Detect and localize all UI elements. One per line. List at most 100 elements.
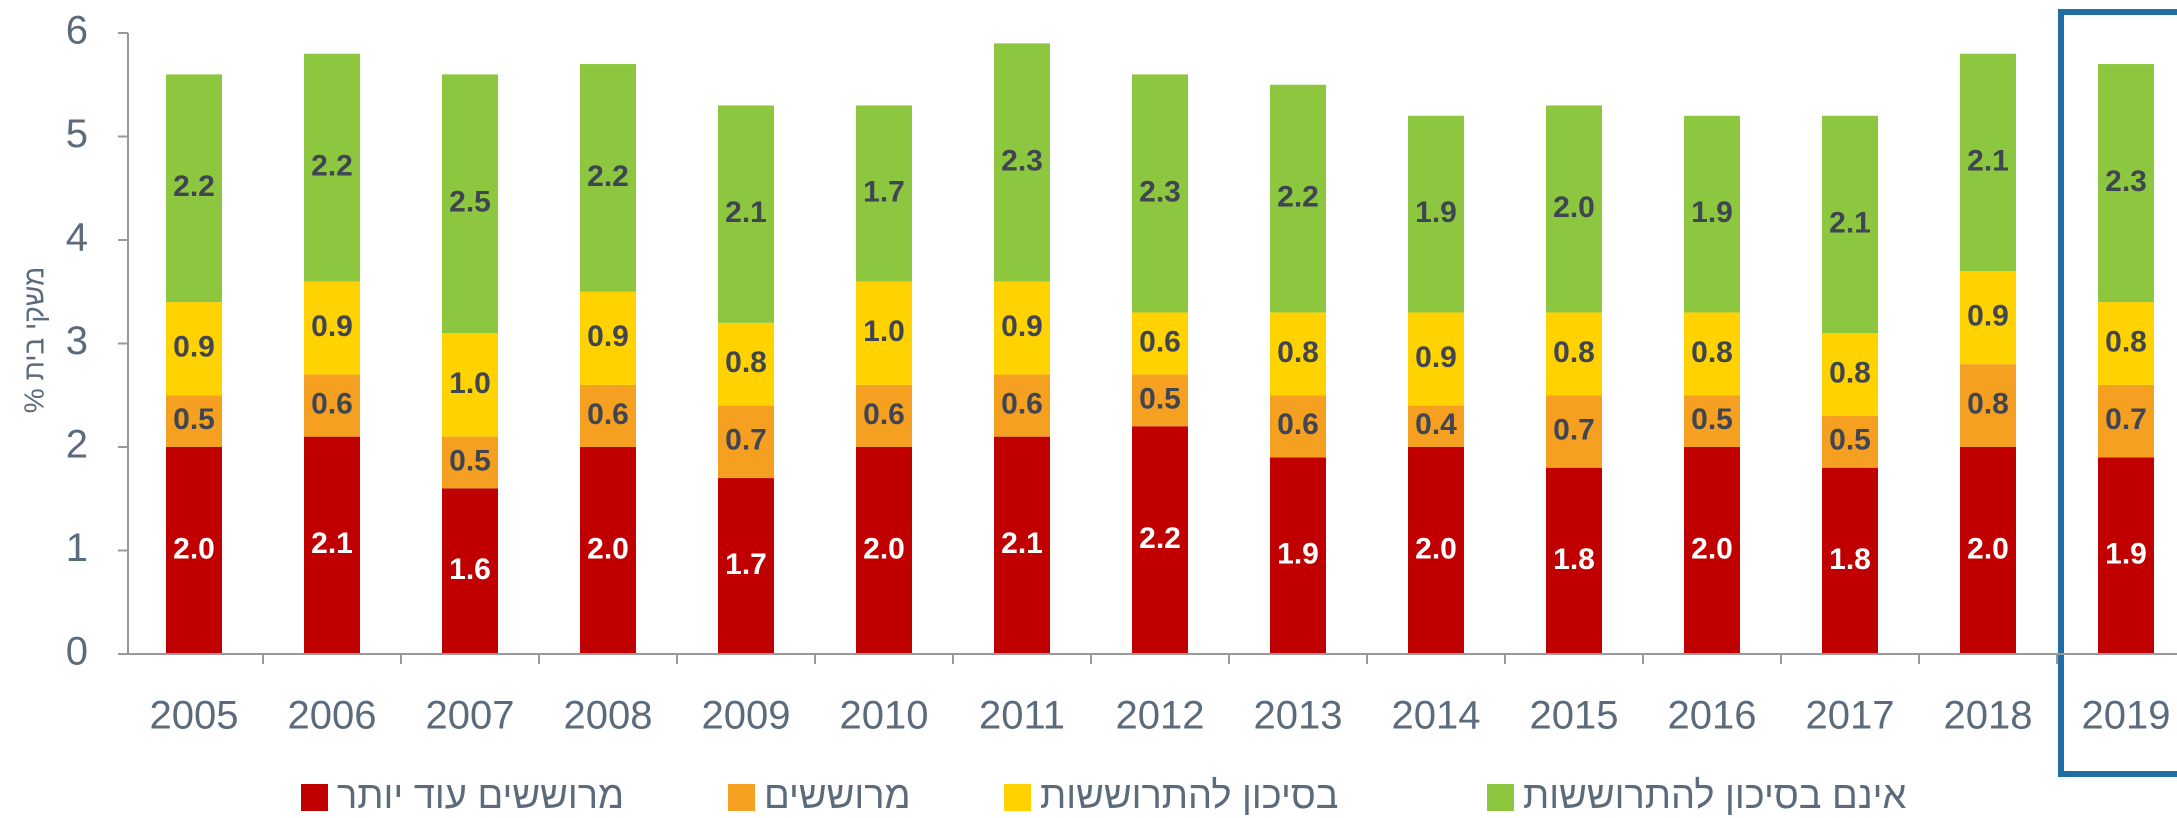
bar-segment — [718, 322, 774, 406]
bar-segment — [1546, 105, 1602, 313]
bar-segment — [1546, 395, 1602, 468]
bar-segment — [1270, 84, 1326, 313]
x-tick-label: 2010 — [840, 694, 929, 738]
x-tick-label: 2008 — [564, 694, 653, 738]
bar-segment — [580, 64, 636, 292]
value-label: 0.9 — [1415, 341, 1457, 374]
x-tick-label: 2011 — [979, 694, 1065, 738]
x-tick-label: 2015 — [1530, 694, 1619, 738]
value-label: 1.0 — [863, 315, 905, 348]
value-label: 1.7 — [863, 175, 905, 208]
value-label: 0.9 — [587, 320, 629, 353]
bar-segment — [1822, 467, 1878, 654]
value-label: 0.9 — [1001, 310, 1043, 343]
value-label: 2.0 — [1415, 532, 1457, 565]
bar-segment — [994, 374, 1050, 437]
x-tick-label: 2017 — [1806, 694, 1895, 738]
value-label: 0.9 — [173, 331, 215, 364]
bar-segment — [166, 447, 222, 654]
value-label: 0.8 — [1553, 336, 1595, 369]
value-label: 2.2 — [587, 160, 629, 193]
bar-segment — [304, 281, 360, 375]
bar-segment — [1684, 115, 1740, 313]
x-tick-label: 2014 — [1392, 694, 1481, 738]
bar-segment — [304, 374, 360, 437]
bar-segment — [1132, 74, 1188, 313]
value-label: 0.5 — [1139, 382, 1181, 415]
y-tick-label: 2 — [66, 423, 88, 467]
bar-segment — [1270, 312, 1326, 396]
legend-swatch — [728, 784, 755, 811]
value-label: 0.8 — [1277, 336, 1319, 369]
bar-segment — [1684, 312, 1740, 396]
value-label: 0.7 — [2105, 403, 2147, 436]
value-label: 0.8 — [1829, 356, 1871, 389]
value-label: 0.9 — [311, 310, 353, 343]
value-label: 1.9 — [1691, 196, 1733, 229]
value-label: 2.0 — [173, 532, 215, 565]
legend-label: אינם בסיכון להתרוששות — [1523, 775, 1906, 817]
bar-segment — [166, 395, 222, 447]
value-label: 2.1 — [1967, 144, 2009, 177]
value-label: 0.7 — [725, 424, 767, 457]
value-label: 1.6 — [449, 553, 491, 586]
highlight-box — [2058, 9, 2177, 777]
y-axis-label: % משקי בית — [18, 267, 49, 413]
x-tick-label: 2009 — [702, 694, 791, 738]
value-label: 0.8 — [725, 346, 767, 379]
value-label: 0.6 — [587, 398, 629, 431]
bar-segment — [1270, 395, 1326, 458]
bar-segment — [2098, 457, 2154, 654]
bar-segment — [1408, 115, 1464, 313]
bar-segment — [442, 436, 498, 489]
bar-segment — [2098, 64, 2154, 303]
value-label: 2.0 — [1553, 191, 1595, 224]
bar-segment — [1960, 364, 2016, 447]
x-tick-label: 2007 — [426, 694, 515, 738]
bar-segment — [856, 105, 912, 282]
y-tick-label: 5 — [66, 112, 88, 156]
value-label: 0.6 — [1001, 388, 1043, 421]
value-label: 0.5 — [449, 444, 491, 477]
x-tick-label: 2013 — [1254, 694, 1343, 738]
value-label: 2.2 — [1277, 181, 1319, 214]
bar-segment — [718, 405, 774, 479]
bar-segment — [580, 291, 636, 385]
bar-segment — [166, 302, 222, 396]
legend-label: בסיכון להתרוששות — [1040, 775, 1339, 817]
value-label: 1.7 — [725, 548, 767, 581]
x-tick-label: 2018 — [1944, 694, 2033, 738]
value-label: 2.2 — [1139, 522, 1181, 555]
legend-swatch — [301, 784, 328, 811]
y-tick-label: 0 — [66, 630, 88, 674]
x-tick-label: 2006 — [288, 694, 377, 738]
value-label: 0.8 — [1967, 388, 2009, 421]
value-label: 0.5 — [173, 403, 215, 436]
value-label: 1.9 — [1277, 538, 1319, 571]
bar-segment — [1822, 415, 1878, 468]
bar-segment — [580, 447, 636, 654]
bar-segment — [2098, 302, 2154, 385]
value-label: 2.0 — [863, 532, 905, 565]
value-label: 0.6 — [311, 388, 353, 421]
bar-segment — [304, 53, 360, 282]
bar-segment — [1132, 426, 1188, 654]
bar-segment — [718, 105, 774, 323]
legend-swatch — [1004, 784, 1031, 811]
bar-segment — [856, 447, 912, 654]
bar-segment — [1132, 312, 1188, 375]
value-label: 1.8 — [1553, 543, 1595, 576]
bar-segment — [994, 281, 1050, 375]
x-tick-label: 2005 — [150, 694, 239, 738]
legend-swatch — [1487, 784, 1514, 811]
x-tick-label: 2016 — [1668, 694, 1757, 738]
value-label: 2.1 — [311, 527, 353, 560]
value-label: 0.6 — [863, 398, 905, 431]
legend-label: מרוששים עוד יותר — [337, 775, 624, 817]
bar-segment — [1408, 447, 1464, 654]
legend-label: מרוששים — [764, 775, 911, 817]
bar-segment — [1132, 374, 1188, 427]
y-tick-label: 3 — [66, 319, 88, 363]
value-label: 2.1 — [1001, 527, 1043, 560]
y-tick-label: 1 — [66, 526, 88, 570]
